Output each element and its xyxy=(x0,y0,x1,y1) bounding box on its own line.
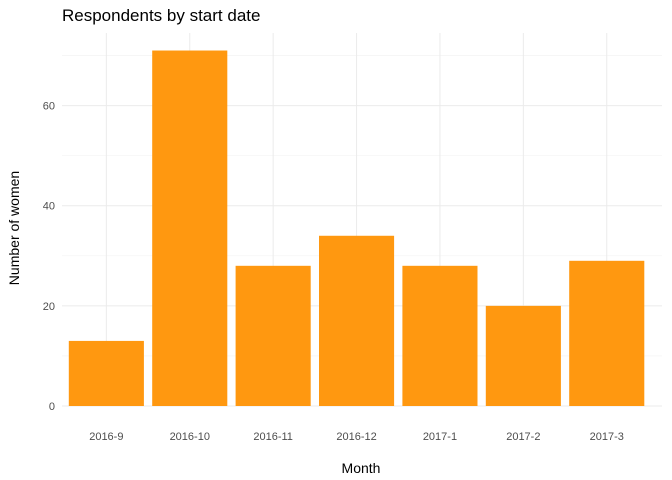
x-tick-label: 2017-3 xyxy=(590,431,624,443)
bar-2017-1 xyxy=(402,265,478,406)
x-tick-label: 2016-12 xyxy=(336,431,376,443)
bar-2016-10 xyxy=(152,50,228,406)
y-tick-label: 40 xyxy=(43,201,55,213)
bar-2017-3 xyxy=(569,260,645,406)
x-tick-label: 2016-10 xyxy=(170,431,210,443)
y-axis-title: Number of women xyxy=(6,171,22,285)
x-tick-label: 2017-1 xyxy=(423,431,457,443)
bar-2017-2 xyxy=(485,305,561,406)
chart-title: Respondents by start date xyxy=(62,6,260,25)
x-tick-label: 2017-2 xyxy=(506,431,540,443)
y-tick-label: 0 xyxy=(49,401,55,413)
bars xyxy=(68,50,645,406)
bar-2016-9 xyxy=(68,340,144,406)
y-tick-label: 20 xyxy=(43,301,55,313)
y-tick-label: 60 xyxy=(43,101,55,113)
x-axis-ticks: 2016-9 2016-10 2016-11 2016-12 2017-1 2017-2 2… xyxy=(89,431,624,443)
x-axis-title: Month xyxy=(342,460,381,476)
y-axis-ticks: 0 20 40 60 xyxy=(43,101,55,413)
bar-2016-11 xyxy=(235,265,311,406)
x-tick-label: 2016-11 xyxy=(253,431,293,443)
x-tick-label: 2016-9 xyxy=(89,431,123,443)
bar-2016-12 xyxy=(319,235,395,406)
